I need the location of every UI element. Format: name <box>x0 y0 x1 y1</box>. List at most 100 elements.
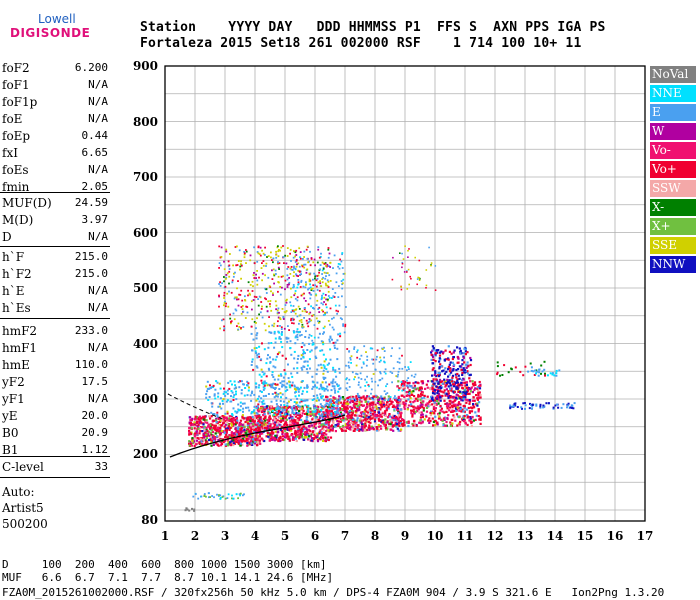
divider <box>0 192 110 193</box>
param-value: 24.59 <box>74 196 108 209</box>
param-value: N/A <box>88 392 108 405</box>
x-tick: 5 <box>280 529 290 543</box>
legend-item: NNE <box>650 85 696 102</box>
legend-item: Vo+ <box>650 161 696 178</box>
auto-artist: Artist5 <box>2 501 44 515</box>
header-labels: Station YYYY DAY DDD HHMMSS P1 FFS S AXN… <box>140 20 606 35</box>
param-value: N/A <box>88 78 108 91</box>
param-name: yE <box>2 409 18 423</box>
legend-item: X- <box>650 199 696 216</box>
legend-item: E <box>650 104 696 121</box>
header-values: Fortaleza 2015 Set18 261 002000 RSF 1 71… <box>140 36 582 51</box>
param-name: yF1 <box>2 392 25 406</box>
y-tick: 80 <box>141 513 158 527</box>
param-value: 110.0 <box>74 358 108 371</box>
file-info-footer: FZA0M_2015261002000.RSF / 320fx256h 50 k… <box>2 586 665 599</box>
param-value: N/A <box>88 163 108 176</box>
auto-label: Auto: <box>2 485 35 499</box>
param-value: 2.05 <box>81 180 109 193</box>
param-name: foF1 <box>2 78 30 92</box>
param-name: MUF(D) <box>2 196 52 210</box>
param-name: foEp <box>2 129 31 143</box>
x-tick: 8 <box>370 529 380 543</box>
legend-item: W <box>650 123 696 140</box>
logo-digisonde: DIGISONDE <box>10 26 91 40</box>
auto-code: 500200 <box>2 517 48 531</box>
y-tick: 200 <box>132 447 158 461</box>
param-name: fxI <box>2 146 18 160</box>
param-name: B1 <box>2 443 19 457</box>
param-value: 17.5 <box>81 375 109 388</box>
divider <box>0 477 110 478</box>
x-tick: 4 <box>250 529 260 543</box>
legend-item: X+ <box>650 218 696 235</box>
param-value: N/A <box>88 230 108 243</box>
param-name: foE <box>2 112 23 126</box>
param-name: foF2 <box>2 61 30 75</box>
y-tick: 700 <box>132 170 158 184</box>
param-name: foEs <box>2 163 29 177</box>
echo-traces <box>184 245 576 512</box>
param-value: 1.12 <box>81 443 109 456</box>
legend-item: SSW <box>650 180 696 197</box>
param-name: M(D) <box>2 213 34 227</box>
param-value: 3.97 <box>81 213 109 226</box>
divider <box>0 456 110 457</box>
plot-grid <box>165 65 645 521</box>
param-value: N/A <box>88 95 108 108</box>
x-tick: 17 <box>636 529 654 543</box>
x-tick: 12 <box>486 529 504 543</box>
muf-row: MUF 6.6 6.7 7.1 7.7 8.7 10.1 14.1 24.6 [… <box>2 571 334 584</box>
legend-item: NNW <box>650 256 696 273</box>
param-value: 6.65 <box>81 146 109 159</box>
x-tick: 15 <box>576 529 594 543</box>
param-value: 0.44 <box>81 129 109 142</box>
dashed-trace <box>167 393 226 421</box>
param-value: N/A <box>88 341 108 354</box>
param-name: h`F <box>2 250 25 264</box>
param-value: 215.0 <box>74 250 108 263</box>
divider <box>0 318 110 319</box>
param-name: yF2 <box>2 375 25 389</box>
logo-lowell: Lowell <box>38 12 76 26</box>
param-name: h`Es <box>2 301 31 315</box>
virtual-height-curve <box>169 414 346 458</box>
param-name: hmE <box>2 358 30 372</box>
y-tick: 800 <box>132 115 158 129</box>
param-value: 233.0 <box>74 324 108 337</box>
param-name: D <box>2 230 12 244</box>
param-name: C-level <box>2 460 44 474</box>
y-tick: 400 <box>132 337 158 351</box>
param-name: h`E <box>2 284 25 298</box>
x-tick: 11 <box>456 529 474 543</box>
param-name: hmF2 <box>2 324 38 338</box>
param-value: 20.9 <box>81 426 109 439</box>
x-tick: 6 <box>310 529 320 543</box>
x-tick: 10 <box>426 529 444 543</box>
y-tick: 300 <box>132 392 158 406</box>
param-value: N/A <box>88 284 108 297</box>
param-name: foF1p <box>2 95 38 109</box>
plot-frame <box>164 65 646 522</box>
legend-item: SSE <box>650 237 696 254</box>
x-tick: 13 <box>516 529 534 543</box>
distance-row: D 100 200 400 600 800 1000 1500 3000 [km… <box>2 558 327 571</box>
x-tick: 9 <box>400 529 410 543</box>
param-name: h`F2 <box>2 267 32 281</box>
param-name: fmin <box>2 180 30 194</box>
param-value: 215.0 <box>74 267 108 280</box>
param-value: 6.200 <box>74 61 108 74</box>
y-tick: 900 <box>132 59 158 73</box>
x-tick: 1 <box>160 529 170 543</box>
x-tick: 14 <box>546 529 564 543</box>
legend-item: NoVal <box>650 66 696 83</box>
x-tick: 2 <box>190 529 200 543</box>
legend-item: Vo- <box>650 142 696 159</box>
param-value: N/A <box>88 301 108 314</box>
divider <box>0 246 110 247</box>
y-tick: 600 <box>132 226 158 240</box>
x-tick: 7 <box>340 529 350 543</box>
param-value: 20.0 <box>81 409 109 422</box>
param-value: 33 <box>94 460 108 473</box>
